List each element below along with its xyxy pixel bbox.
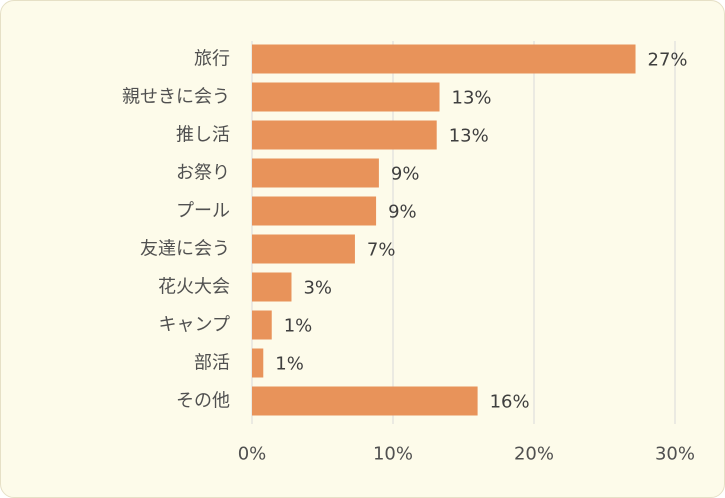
category-label-4: プール [176,201,230,222]
x-tick-label-10pct: 10% [373,444,413,465]
category-label-5: 友達に会う [140,239,230,260]
data-label-4: 9% [388,202,417,223]
data-label-6: 3% [303,278,332,299]
bar-7 [252,310,272,340]
bar-3 [252,158,379,188]
category-label-1: 親せきに会う [122,87,230,108]
bar-6 [252,272,292,302]
data-label-8: 1% [275,354,304,375]
data-label-1: 13% [452,88,492,109]
data-label-9: 16% [490,392,530,413]
x-tick-label-20pct: 20% [514,444,554,465]
bar-1 [252,82,440,112]
category-label-7: キャンプ [159,315,230,336]
category-label-8: 部活 [194,353,230,374]
bar-5 [252,234,355,264]
category-label-2: 推し活 [176,125,230,146]
category-label-0: 旅行 [194,49,230,70]
bar-4 [252,196,377,226]
x-tick-label-30pct: 30% [655,444,695,465]
bar-9 [252,386,478,416]
data-label-5: 7% [367,240,396,261]
data-label-2: 13% [449,126,489,147]
bar-0 [252,44,636,74]
data-label-0: 27% [648,50,688,71]
x-tick-label-0pct: 0% [238,444,267,465]
category-label-6: 花火大会 [158,277,230,298]
category-label-9: その他 [176,391,230,412]
data-label-7: 1% [284,316,313,337]
category-label-3: お祭り [176,163,230,184]
data-label-3: 9% [391,164,420,185]
bar-8 [252,348,264,378]
bar-2 [252,120,437,150]
